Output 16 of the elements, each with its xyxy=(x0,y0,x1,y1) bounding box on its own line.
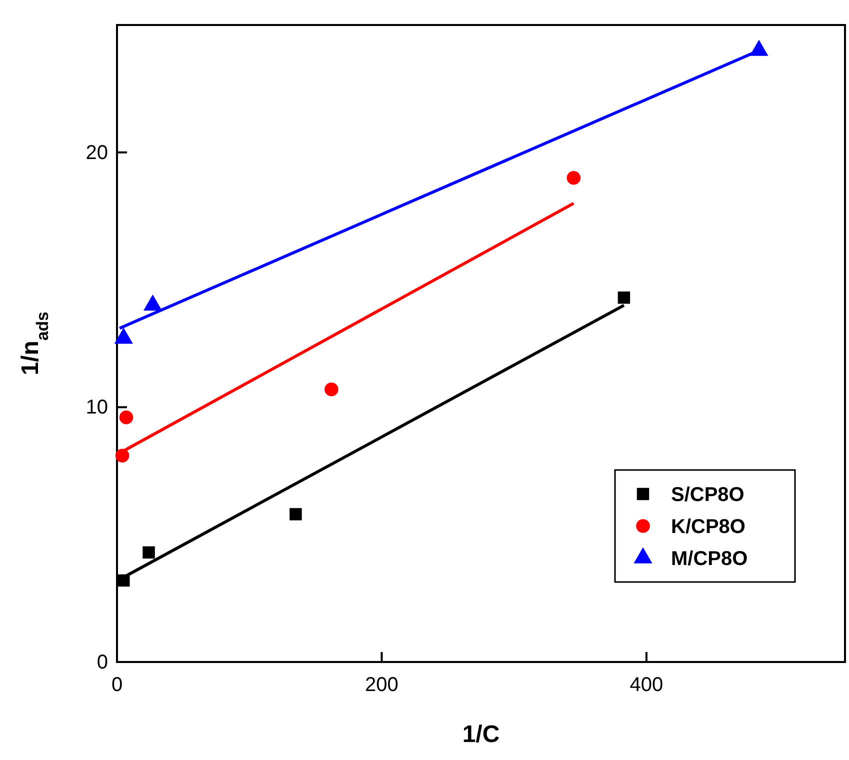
y-tick-label: 20 xyxy=(86,142,108,164)
x-tick-label: 200 xyxy=(365,674,398,696)
point xyxy=(566,170,581,185)
point xyxy=(119,410,134,424)
legend-label: S/CP8O xyxy=(671,484,744,506)
x-tick-label: 400 xyxy=(630,674,664,696)
x-axis-title: 1/C xyxy=(462,721,500,748)
point xyxy=(290,508,302,520)
point xyxy=(618,292,630,304)
point xyxy=(142,546,155,559)
point xyxy=(324,382,338,396)
y-tick-label: 0 xyxy=(96,651,108,674)
legend-label: M/CP8O xyxy=(671,548,748,570)
y-tick-label: 10 xyxy=(86,396,108,419)
legend-label: K/CP8O xyxy=(671,516,746,538)
x-tick-label: 0 xyxy=(111,674,123,696)
